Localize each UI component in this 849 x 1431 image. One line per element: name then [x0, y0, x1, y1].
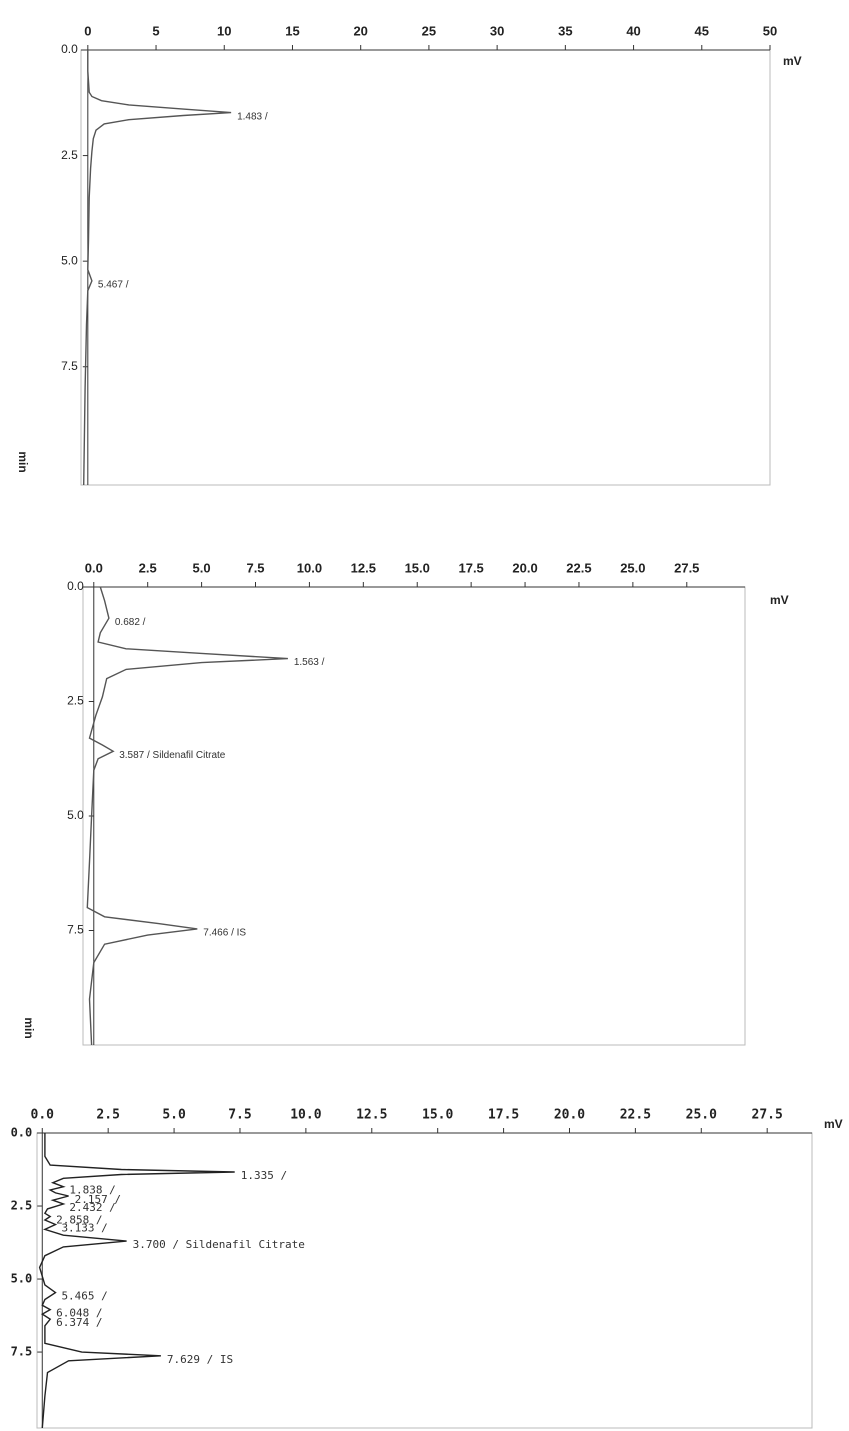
- mv-tick-label: 12.5: [356, 1108, 387, 1123]
- peak-label: 3.133 /: [61, 1222, 107, 1235]
- mv-tick-label: 22.5: [620, 1108, 651, 1123]
- mv-tick-label: 40: [626, 23, 640, 38]
- peak-label: 1.335 /: [241, 1169, 287, 1182]
- mv-tick-label: 10.0: [290, 1108, 321, 1123]
- plot-frame: [36, 1132, 813, 1429]
- mv-tick-label: 2.5: [96, 1108, 119, 1123]
- chart: 0 5 10 15 20 25 30 35 40 45 50 0.0 2.5 5.0 7.5 mV min 1.4…: [16, 23, 802, 486]
- peak-label: 7.466 / IS: [203, 928, 246, 939]
- mv-tick-label: 5.0: [193, 560, 211, 575]
- mv-tick-label: 7.5: [246, 560, 264, 575]
- time-tick-label: 5.0: [11, 1272, 33, 1286]
- mv-tick-label: 20: [353, 23, 367, 38]
- mv-tick-label: 25.0: [686, 1108, 717, 1123]
- mv-axis-label: mV: [783, 54, 802, 68]
- time-tick-label: 2.5: [67, 694, 84, 708]
- time-axis-label: min: [16, 451, 30, 472]
- peak-label: 3.700 / Sildenafil Citrate: [133, 1238, 305, 1251]
- mv-tick-label: 2.5: [139, 560, 157, 575]
- peak-label: 2.858 /: [56, 1213, 102, 1226]
- plot-frame: [82, 586, 746, 1046]
- time-tick-label: 0.0: [67, 579, 84, 593]
- mv-tick-label: 35: [558, 23, 572, 38]
- time-tick-label: 7.5: [11, 1345, 33, 1359]
- time-axis-label: min: [22, 1017, 36, 1038]
- time-tick-label: 0.0: [11, 1126, 33, 1140]
- mv-tick-label: 30: [490, 23, 504, 38]
- chromatogram-trace: [38, 1133, 235, 1429]
- mv-tick-label: 25: [422, 23, 436, 38]
- mv-tick-label: 5.0: [162, 1108, 186, 1123]
- mv-tick-label: 7.5: [228, 1108, 251, 1123]
- mv-tick-label: 50: [763, 23, 777, 38]
- mv-tick-label: 0.0: [31, 1108, 55, 1123]
- time-tick-label: 7.5: [61, 359, 78, 373]
- mv-tick-label: 15: [285, 23, 299, 38]
- mv-axis-label: mV: [824, 1117, 843, 1131]
- peak-label: 6.048 /: [56, 1307, 102, 1320]
- peak-label: 6.374 /: [56, 1316, 102, 1329]
- peak-label: 3.587 / Sildenafil Citrate: [119, 750, 226, 761]
- mv-tick-label: 25.0: [620, 560, 645, 575]
- peak-label: 2.432 /: [69, 1201, 115, 1214]
- peak-label: 2.157 /: [75, 1193, 121, 1206]
- mv-tick-label: 45: [695, 23, 709, 38]
- peak-label: 1.483 /: [237, 111, 268, 122]
- mv-tick-label: 17.5: [458, 560, 483, 575]
- mv-tick-label: 15.0: [422, 1108, 453, 1123]
- mv-tick-label: 27.5: [674, 560, 699, 575]
- time-tick-label: 2.5: [11, 1199, 33, 1213]
- mv-axis-label: mV: [770, 593, 789, 607]
- chromatogram-trace: [86, 586, 288, 1046]
- mv-tick-label: 20.0: [512, 560, 537, 575]
- peak-label: 1.563 /: [294, 657, 325, 668]
- time-tick-label: 5.0: [61, 253, 78, 267]
- peak-label: 5.465 /: [61, 1290, 107, 1303]
- mv-tick-label: 5: [152, 23, 159, 38]
- time-tick-label: 2.5: [61, 148, 78, 162]
- mv-tick-label: 27.5: [752, 1108, 783, 1123]
- mv-tick-label: 12.5: [351, 560, 376, 575]
- mv-tick-label: 15.0: [405, 560, 430, 575]
- time-tick-label: 0.0: [61, 42, 78, 56]
- mv-tick-label: 17.5: [488, 1108, 519, 1123]
- chart: 0.0 2.5 5.0 7.5 10.0 12.5 15.0 17.5 20.0 22.5 25.0…: [22, 560, 789, 1046]
- chart: 0.0 2.5 5.0 7.5 10.0 12.5 15.0 17.5 20.0 22.5 25.0…: [11, 1108, 843, 1429]
- mv-tick-label: 22.5: [566, 560, 591, 575]
- mv-tick-label: 0.0: [85, 560, 103, 575]
- time-tick-label: 7.5: [67, 923, 84, 937]
- peak-label: 7.629 / IS: [167, 1353, 233, 1366]
- mv-tick-label: 10: [217, 23, 231, 38]
- mv-tick-label: 10.0: [297, 560, 322, 575]
- chromatogram-trace: [83, 50, 232, 486]
- time-tick-label: 5.0: [67, 808, 84, 822]
- mv-tick-label: 20.0: [554, 1108, 585, 1123]
- peak-label: 5.467 /: [98, 280, 129, 291]
- peak-label: 1.838 /: [69, 1184, 115, 1197]
- peak-label: 0.682 /: [115, 617, 146, 628]
- mv-tick-label: 0: [84, 23, 91, 38]
